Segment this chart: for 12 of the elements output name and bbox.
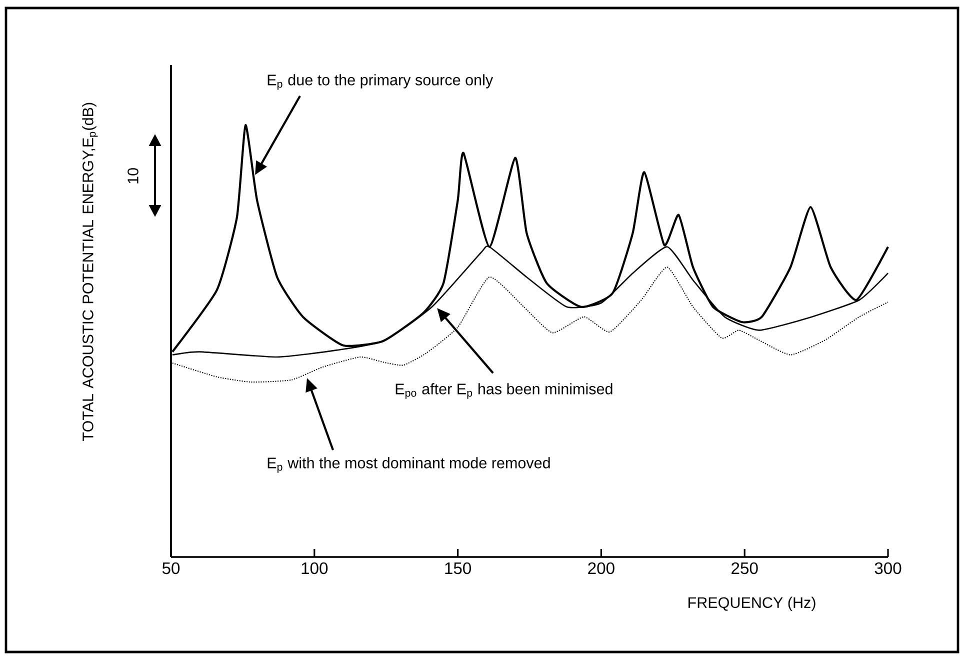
x-tick-label: 150: [445, 562, 471, 574]
x-tick-label: 250: [732, 562, 758, 574]
x-tick-label: 50: [162, 562, 180, 574]
annotation: E$_{p}$ with the most dominant mode removed: [268, 457, 550, 473]
y-axis-title: TOTAL ACOUSTIC POTENTIAL ENERGY,E$_{p}$(dB): [82, 102, 98, 441]
text: E$_{p}$ due to the primary source only: [268, 74, 494, 90]
text: 10: [128, 168, 138, 184]
x-tick-label: 100: [302, 562, 328, 574]
x-axis-title: FREQUENCY (Hz): [688, 596, 816, 612]
x-tick-label: 200: [588, 562, 614, 574]
annotation: E$_{po}$ after E$_{p}$ has been minimised: [396, 383, 612, 399]
x-tick-label: 300: [874, 562, 902, 574]
